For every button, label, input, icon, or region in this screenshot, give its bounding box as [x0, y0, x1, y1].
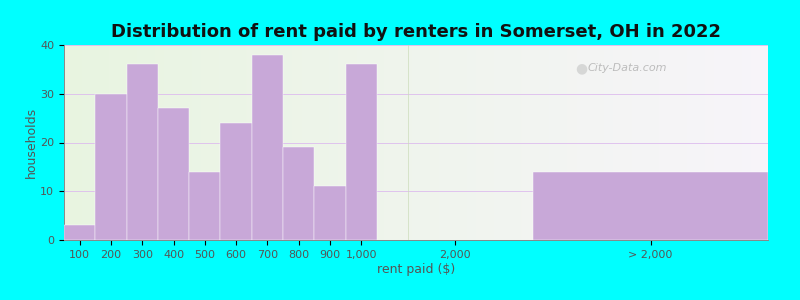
Bar: [189, 172, 221, 240]
Text: City-Data.com: City-Data.com: [587, 63, 667, 74]
Bar: [158, 108, 189, 240]
Bar: [221, 123, 252, 240]
X-axis label: rent paid ($): rent paid ($): [377, 262, 455, 275]
Bar: [314, 186, 346, 240]
Bar: [126, 64, 158, 240]
Text: ●: ●: [575, 61, 587, 75]
Bar: [534, 172, 768, 240]
Bar: [346, 64, 377, 240]
Title: Distribution of rent paid by renters in Somerset, OH in 2022: Distribution of rent paid by renters in …: [111, 23, 721, 41]
Bar: [64, 225, 95, 240]
Bar: [283, 147, 314, 240]
Y-axis label: households: households: [24, 107, 38, 178]
Bar: [252, 55, 283, 240]
Bar: [95, 94, 126, 240]
